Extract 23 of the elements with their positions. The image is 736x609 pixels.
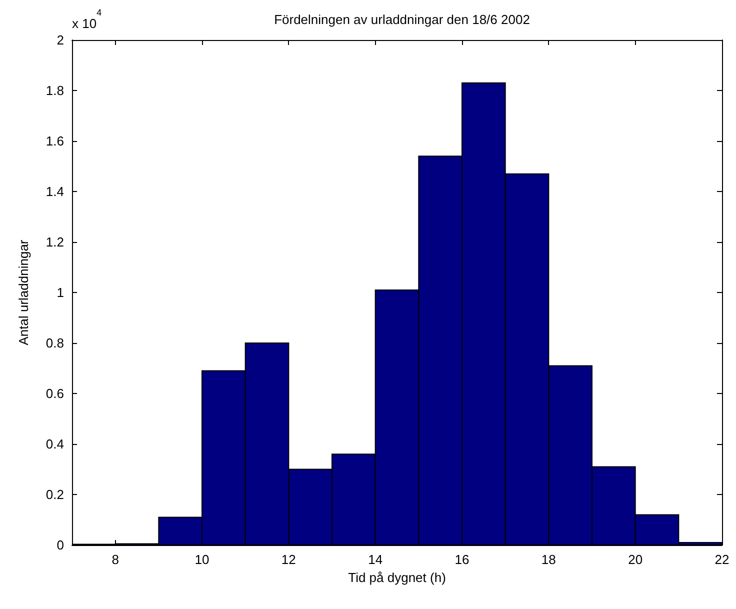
x-tick-label: 8 <box>112 552 119 567</box>
y-tick-label: 1.8 <box>46 83 64 98</box>
y-tick-label: 0.4 <box>46 436 64 452</box>
y-tick-label: 2 <box>56 32 64 48</box>
y-axis-title: Antal urladdningar <box>16 239 31 346</box>
x-tick-label: 16 <box>454 552 470 567</box>
y-tick-label: 1.6 <box>46 134 64 148</box>
y-tick-label: 0.8 <box>46 336 64 350</box>
y-tick-label: 0.2 <box>46 487 64 502</box>
text: x 104 <box>72 8 102 31</box>
y-tick-label: 1.4 <box>46 184 64 199</box>
x-tick-label: 10 <box>194 552 210 567</box>
y-tick-label: 0.6 <box>46 386 64 401</box>
y-tick-label: 1 <box>56 285 64 300</box>
x-axis-title: Tid på dygnet (h) <box>348 570 446 585</box>
chart-title: Fördelningen av urladdningar den 18/6 2002 <box>274 12 530 27</box>
y-tick-label: 1.2 <box>46 234 64 250</box>
x-tick-label: 18 <box>541 552 556 567</box>
x-tick-label: 12 <box>281 552 296 567</box>
x-tick-label: 14 <box>368 552 383 567</box>
y-tick-label: 0 <box>56 538 64 552</box>
x-tick-label: 22 <box>714 552 730 567</box>
x-tick-label: 20 <box>628 552 643 567</box>
